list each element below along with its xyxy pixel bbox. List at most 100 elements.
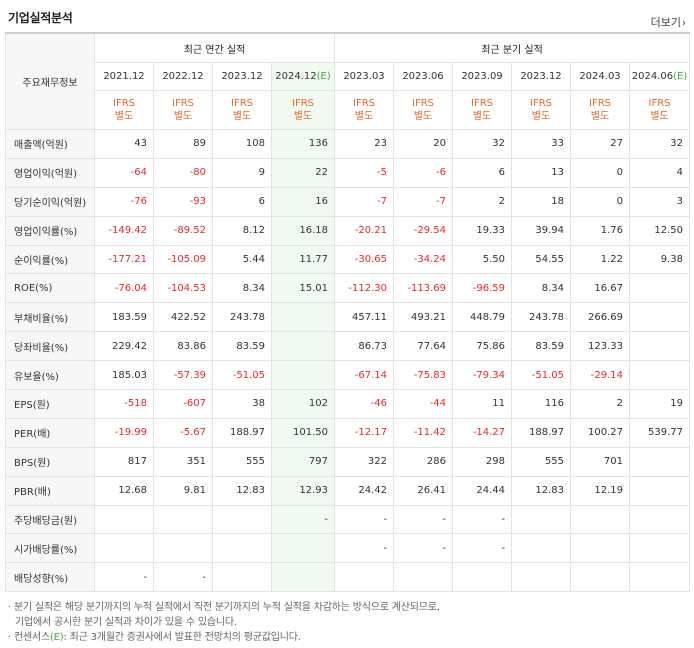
table-cell: [628, 273, 691, 304]
table-cell: 243.78: [212, 302, 272, 333]
table-cell: 24.42: [334, 475, 394, 506]
more-label: 더보기: [650, 16, 681, 29]
table-cell: -51.05: [511, 360, 571, 391]
table-cell: -96.59: [452, 273, 512, 304]
row-label: PBR(배): [5, 475, 95, 506]
table-cell: 229.42: [94, 331, 154, 362]
table-row: 부채비율(%) 183.59 422.52 243.78 457.11 493.21 448…: [5, 302, 691, 333]
more-link[interactable]: 더보기›: [651, 14, 686, 30]
table-cell: 493.21: [393, 302, 453, 333]
table-cell: 8.12: [212, 215, 272, 246]
table-cell: 83.86: [153, 331, 213, 362]
table-cell: [153, 504, 213, 535]
footnotes: · 분기 실적은 해당 분기까지의 누적 실적에서 직전 분기까지의 누적 실적…: [8, 600, 440, 645]
table-cell: 8.34: [212, 273, 272, 304]
table-cell: [334, 562, 394, 593]
table-cell: -29.14: [570, 360, 630, 391]
table-cell: 26.41: [393, 475, 453, 506]
table-cell: -11.42: [393, 417, 453, 448]
table-cell: -79.34: [452, 360, 512, 391]
table-cell: 116: [511, 389, 571, 419]
table-cell: 797: [271, 446, 335, 477]
table-cell: [628, 504, 691, 535]
table-cell: [628, 331, 691, 362]
row-label: 시가배당률(%): [5, 533, 95, 564]
row-label: PER(배): [5, 417, 95, 448]
table-row: 순이익률(%) -177.21 -105.09 5.44 11.77 -30.65 -34.…: [5, 244, 691, 275]
period-header: 2022.12: [153, 62, 213, 91]
table-cell: [511, 533, 571, 564]
table-cell: 5.50: [452, 244, 512, 275]
table-cell: 108: [212, 129, 272, 159]
table-cell: 183.59: [94, 302, 154, 333]
table-cell: 6: [212, 186, 272, 217]
table-row: 시가배당률(%) - - -: [5, 533, 691, 564]
table-cell: 89: [153, 129, 213, 159]
table-row: ROE(%) -76.04 -104.53 8.34 15.01 -112.30 -113.…: [5, 273, 691, 304]
table-cell: -5: [334, 157, 394, 188]
group-annual: 최근 연간 실적: [94, 32, 335, 63]
table-cell: 11.77: [271, 244, 335, 275]
table-cell: [628, 360, 691, 391]
table-cell: -34.24: [393, 244, 453, 275]
row-label: 배당성향(%): [5, 562, 95, 593]
table-cell: 701: [570, 446, 630, 477]
group-quarterly: 최근 분기 실적: [333, 32, 691, 63]
table-cell: 101.50: [271, 417, 335, 448]
table-row: 당기순이익(억원) -76 -93 6 16 -7 -7 2 18 0 3: [5, 186, 691, 217]
table-cell: 1.22: [570, 244, 630, 275]
table-cell: -: [334, 533, 394, 564]
table-cell: -7: [334, 186, 394, 217]
table-cell: -19.99: [94, 417, 154, 448]
footnote-2: · 컨센서스(E): 최근 3개월간 증권사에서 발표한 전망치의 평균값입니다…: [8, 630, 440, 645]
table-cell: -67.14: [334, 360, 394, 391]
ifrs-label: IFRS 별도: [570, 90, 630, 130]
row-header: 주요재무정보: [5, 32, 95, 130]
table-cell: 75.86: [452, 331, 512, 362]
table-cell: [271, 360, 335, 391]
footnote-1: · 분기 실적은 해당 분기까지의 누적 실적에서 직전 분기까지의 누적 실적…: [8, 602, 440, 613]
table-cell: 448.79: [452, 302, 512, 333]
row-label: BPS(원): [5, 446, 95, 477]
table-row: 당좌비율(%) 229.42 83.86 83.59 86.73 77.64 75.86 83…: [5, 331, 691, 362]
footnote-2-pre: · 컨센서스: [8, 632, 50, 643]
table-cell: 188.97: [511, 417, 571, 448]
table-cell: [94, 504, 154, 535]
table-cell: 43: [94, 129, 154, 159]
table-cell: 83.59: [511, 331, 571, 362]
table-cell: 12.83: [511, 475, 571, 506]
table-cell: 83.59: [212, 331, 272, 362]
table-cell: [271, 533, 335, 564]
table-cell: [271, 562, 335, 593]
table-cell: -29.54: [393, 215, 453, 246]
table-cell: [628, 446, 691, 477]
table-cell: [271, 302, 335, 333]
chevron-right-icon: ›: [682, 18, 686, 29]
table-cell: 2: [570, 389, 630, 419]
table-cell: 555: [511, 446, 571, 477]
table-cell: [511, 504, 571, 535]
table-cell: 298: [452, 446, 512, 477]
table-cell: 185.03: [94, 360, 154, 391]
footnote-2-post: : 최근 3개월간 증권사에서 발표한 전망치의 평균값입니다.: [63, 632, 301, 643]
table-cell: 322: [334, 446, 394, 477]
table-cell: -12.17: [334, 417, 394, 448]
table-cell: 3: [628, 186, 691, 217]
table-cell: 266.69: [570, 302, 630, 333]
table-cell: -: [153, 562, 213, 593]
table-cell: 18: [511, 186, 571, 217]
table-row: PBR(배) 12.68 9.81 12.83 12.93 24.42 26.41 24.44…: [5, 475, 691, 506]
table-cell: 12.19: [570, 475, 630, 506]
footnote-2-mark: (E): [49, 632, 64, 643]
period-header: 2021.12: [94, 62, 154, 91]
table-cell: -: [452, 533, 512, 564]
table-row: EPS(원) -518 -607 38 102 -46 -44 11 116 2 19: [5, 389, 691, 419]
table-cell: 12.83: [212, 475, 272, 506]
period-header: 2023.09: [452, 62, 512, 91]
table-row: 영업이익률(%) -149.42 -89.52 8.12 16.18 -20.21 -29.…: [5, 215, 691, 246]
table-row: BPS(원) 817 351 555 797 322 286 298 555 701: [5, 446, 691, 477]
table-cell: 54.55: [511, 244, 571, 275]
table-cell: 6: [452, 157, 512, 188]
row-label: 순이익률(%): [5, 244, 95, 275]
table-cell: [94, 533, 154, 564]
